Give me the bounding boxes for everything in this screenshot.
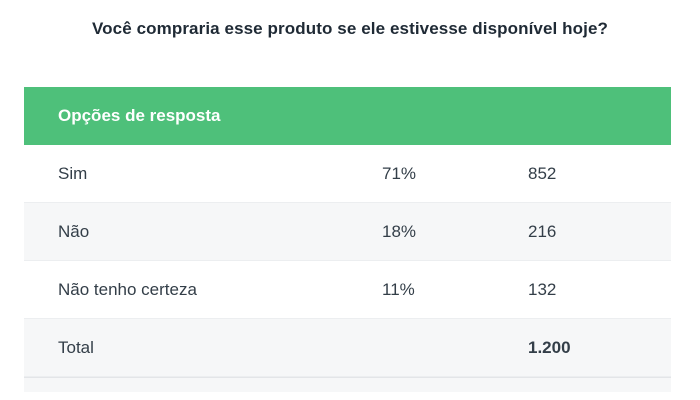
answer-count: 132 — [528, 279, 557, 299]
answer-label: Sim — [58, 163, 88, 183]
total-label: Total — [58, 337, 94, 357]
table-row: Não 18% 216 — [24, 203, 671, 261]
answer-count: 216 — [528, 221, 557, 241]
results-table: Opções de resposta Sim 71% 852 Não 18% 2… — [24, 87, 671, 392]
answer-label: Não tenho certeza — [58, 279, 197, 299]
answer-percent: 11% — [382, 279, 415, 299]
answer-percent: 18% — [382, 221, 417, 241]
table-header: Opções de resposta — [24, 87, 671, 145]
table-row: Sim 71% 852 — [24, 145, 671, 203]
answer-options-header: Opções de resposta — [58, 106, 221, 125]
question-title: Você compraria esse produto se ele estiv… — [92, 19, 608, 38]
answer-label: Não — [58, 221, 90, 241]
total-row: Total 1.200 — [24, 319, 671, 377]
table-footer-spacer — [24, 377, 671, 392]
answer-percent: 71% — [382, 163, 417, 183]
total-count: 1.200 — [528, 337, 571, 357]
answer-count: 852 — [528, 163, 557, 183]
table-row: Não tenho certeza 11% 132 — [24, 261, 671, 319]
